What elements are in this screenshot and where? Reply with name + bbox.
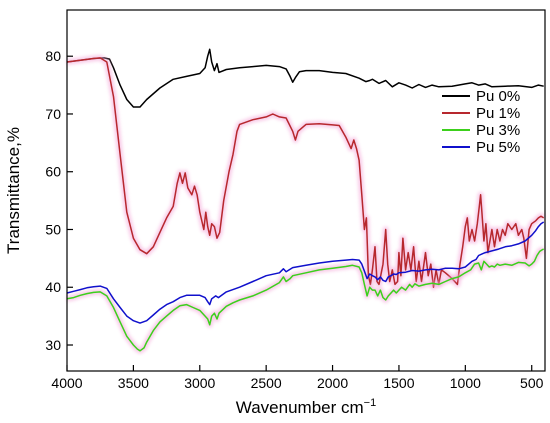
series-layer (66, 48, 546, 354)
x-tick-label-3000: 3000 (184, 375, 215, 391)
x-tick-label-2000: 2000 (317, 375, 348, 391)
y-tick-label-80: 80 (45, 48, 61, 64)
legend-label-2: Pu 3% (476, 122, 520, 139)
x-tick-label-1500: 1500 (383, 375, 414, 391)
y-tick-label-50: 50 (45, 221, 61, 237)
y-tick-label-30: 30 (45, 337, 61, 353)
x-axis-label: Wavenumber cm−1 (236, 397, 376, 417)
y-tick-label-40: 40 (45, 279, 61, 295)
legend-label-3: Pu 5% (476, 139, 520, 156)
series-glow-2 (66, 246, 546, 354)
x-tick-label-500: 500 (520, 375, 544, 391)
plot-frame (66, 9, 546, 372)
y-tick-label-60: 60 (45, 164, 61, 180)
series-line-2 (66, 248, 544, 352)
ticks-layer: 4000 3500 3000 2500 2000 1500 1000 500 30 40 50 60 7… (45, 48, 543, 391)
series-line-3 (66, 221, 545, 324)
legend-label-1: Pu 1% (476, 105, 520, 122)
series-line-1 (66, 57, 545, 288)
legend-label-0: Pu 0% (476, 88, 520, 105)
legend: Pu 0%Pu 1%Pu 3%Pu 5% (442, 88, 520, 156)
x-tick-label-1000: 1000 (450, 375, 481, 391)
x-tick-label-3500: 3500 (118, 375, 149, 391)
x-tick-label-4000: 4000 (51, 375, 82, 391)
x-tick-label-2500: 2500 (251, 375, 282, 391)
x-axis-label-superscript: −1 (364, 397, 377, 409)
series-glow-1 (66, 54, 546, 291)
series-line-0 (66, 48, 544, 108)
y-axis-label: Transmittance,% (4, 127, 23, 254)
y-tick-label-70: 70 (45, 106, 61, 122)
